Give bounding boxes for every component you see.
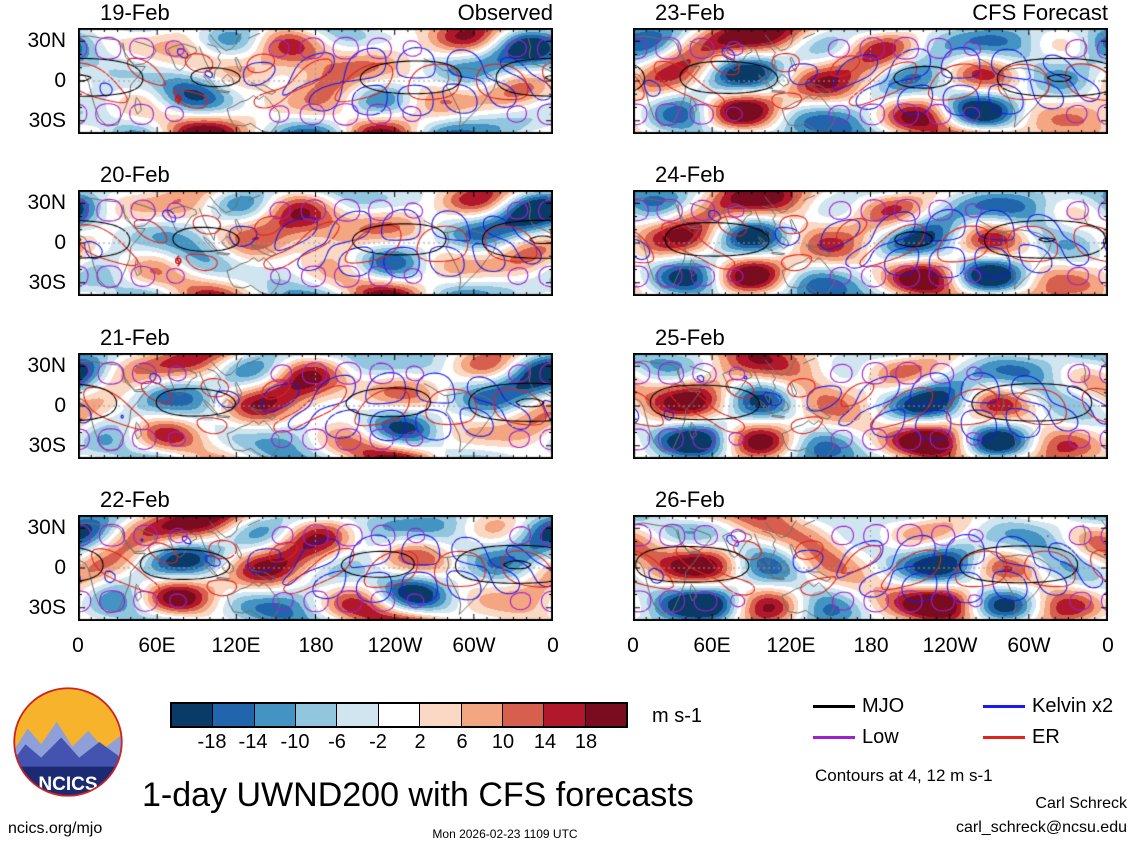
map-panel-canvas [633,353,1108,459]
y-tick-30s: 30S [28,596,66,619]
footer-author: Carl Schreck [1035,795,1127,812]
observed-column-title: Observed [457,0,553,25]
legend-label-low: Low [862,726,899,748]
x-tick: 0 [72,634,84,657]
panel-date-label: 20-Feb [100,162,170,187]
colorbar-cell [213,704,255,726]
panel-date-label: 25-Feb [655,325,725,350]
y-tick-eq: 0 [54,69,66,92]
colorbar-tick: 6 [456,731,468,753]
x-tick: 60W [452,634,496,657]
y-tick-30n: 30N [27,191,66,214]
map-panel [78,353,553,459]
x-tick: 0 [1102,634,1114,657]
y-tick-eq: 0 [54,556,66,579]
colorbar-tick: -6 [328,731,346,753]
legend-line-low [813,736,855,739]
y-tick-30n: 30N [27,516,66,539]
y-tick-30s: 30S [28,109,66,132]
footer-timestamp: Mon 2026-02-23 1109 UTC [432,827,578,841]
panel-date-label: 26-Feb [655,487,725,512]
x-tick: 0 [547,634,559,657]
map-panel-canvas [78,353,553,459]
forecast-column-title: CFS Forecast [972,0,1108,25]
legend-line-kelvin [983,705,1025,708]
colorbar-tick: 14 [533,731,557,753]
colorbar-cell [420,704,462,726]
figure-title: 1-day UWND200 with CFS forecasts [142,776,694,814]
y-tick-30s: 30S [28,434,66,457]
panel-date-label: 21-Feb [100,325,170,350]
legend-line-mjo [813,705,855,708]
colorbar-cell [337,704,379,726]
map-panel [633,28,1108,134]
colorbar-cell [544,704,586,726]
colorbar-tick: 10 [491,731,515,753]
map-panel [78,515,553,621]
x-tick: 120E [211,634,261,657]
panel-date-label: 23-Feb [655,0,725,25]
y-tick-30n: 30N [27,354,66,377]
colorbar-cell [378,704,421,726]
legend-line-er [983,736,1025,739]
map-panel-canvas [78,28,553,134]
colorbar-cell [461,704,503,726]
legend-label-kelvin: Kelvin x2 [1032,695,1114,717]
x-tick: 60W [1007,634,1051,657]
x-tick: 60E [138,634,176,657]
map-panel-canvas [633,515,1108,621]
y-tick-30s: 30S [28,271,66,294]
map-panel [633,353,1108,459]
map-panel-canvas [633,190,1108,296]
map-panel-canvas [78,515,553,621]
map-panel [633,190,1108,296]
y-tick-eq: 0 [54,394,66,417]
colorbar-tick: 18 [574,731,598,753]
colorbar-cell [172,704,214,726]
colorbar-tick: -10 [280,731,310,753]
colorbar [170,702,628,728]
x-tick: 180 [298,634,334,657]
map-panel [633,515,1108,621]
colorbar-tick: -2 [369,731,387,753]
panel-date-label: 19-Feb [100,0,170,25]
colorbar-cell [502,704,545,726]
footer-url: ncics.org/mjo [8,820,103,837]
legend-label-mjo: MJO [862,695,905,717]
map-panel [78,28,553,134]
colorbar-tick: -14 [238,731,268,753]
footer-email: carl_schreck@ncsu.edu [956,819,1127,836]
contours-note: Contours at 4, 12 m s-1 [815,766,993,785]
x-tick: 120W [922,634,978,657]
y-tick-30n: 30N [27,29,66,52]
map-panel-canvas [633,28,1108,134]
ncics-logo-text: NCICS [38,774,97,795]
panel-date-label: 24-Feb [655,162,725,187]
colorbar-units: m s-1 [652,705,702,727]
ncics-logo: NCICS [13,687,123,797]
y-tick-eq: 0 [54,231,66,254]
colorbar-cell [254,704,297,726]
x-tick: 60E [693,634,731,657]
colorbar-cell [585,704,626,726]
legend-label-er: ER [1032,726,1060,748]
panel-date-label: 22-Feb [100,487,170,512]
colorbar-tick: -18 [197,731,227,753]
x-tick: 180 [853,634,889,657]
colorbar-cell [296,704,338,726]
x-tick: 0 [627,634,639,657]
x-tick: 120E [766,634,816,657]
x-tick: 120W [367,634,423,657]
map-panel-canvas [78,190,553,296]
map-panel [78,190,553,296]
colorbar-tick: 2 [414,731,426,753]
